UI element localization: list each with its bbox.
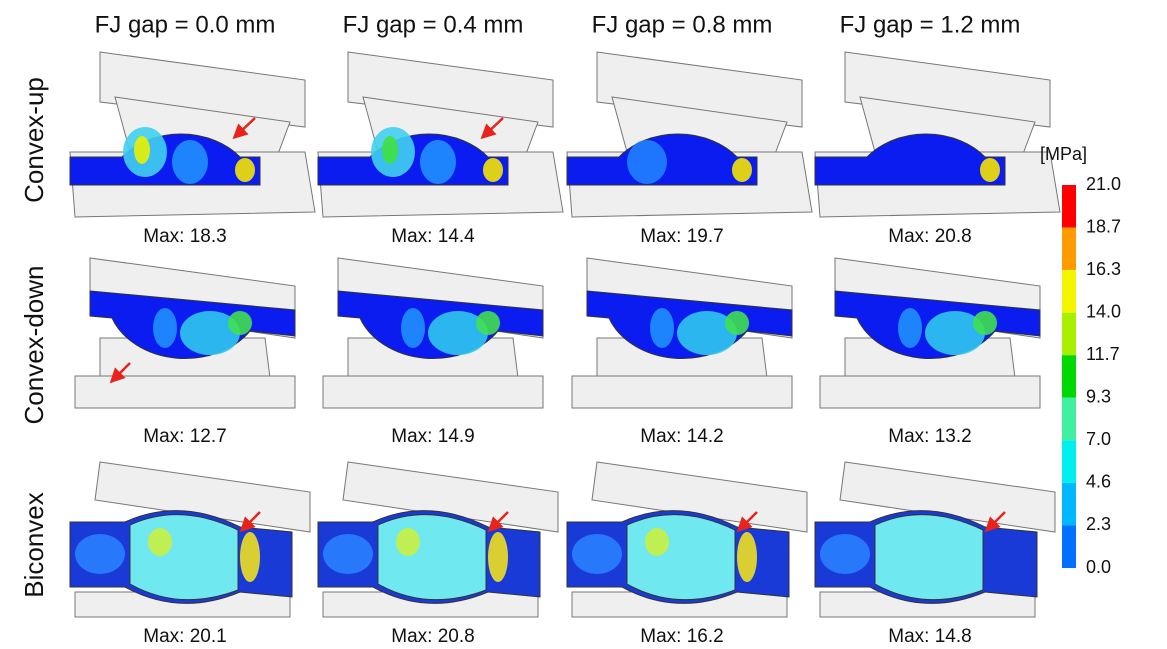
max-label: Max: 14.8	[888, 626, 971, 647]
arrow	[736, 511, 758, 533]
body-core	[377, 514, 487, 601]
max-label: Max: 20.8	[888, 226, 971, 247]
max-label: Max: 14.4	[391, 226, 475, 247]
colorbar-segment	[1062, 525, 1076, 568]
colorbar-unit: [MPa]	[1040, 144, 1087, 164]
colorbar-label: 14.0	[1086, 301, 1121, 321]
colorbar-label: 2.3	[1086, 514, 1111, 534]
stress-region	[898, 308, 922, 348]
colorbar-label: 0.0	[1086, 557, 1111, 577]
colorbar-label: 16.3	[1086, 259, 1121, 279]
max-label: Max: 16.2	[640, 626, 723, 647]
column-header: FJ gap = 1.2 mm	[840, 11, 1021, 38]
stress-region	[382, 136, 398, 164]
row-label: Biconvex	[19, 492, 49, 598]
stress-region	[572, 534, 622, 574]
colorbar-label: 4.6	[1086, 472, 1111, 492]
fe-panel	[317, 51, 564, 218]
arrow	[984, 511, 1006, 533]
stress-region	[180, 311, 240, 355]
stress-region	[420, 140, 456, 184]
colorbar-segment	[1062, 270, 1076, 313]
stress-region	[153, 308, 177, 348]
fe-panel	[814, 51, 1061, 218]
fe-panel	[69, 51, 316, 218]
fe-panel	[566, 461, 808, 618]
stress-region	[650, 308, 674, 348]
fe-panel	[74, 257, 296, 409]
base	[819, 375, 1041, 409]
colorbar-label: 7.0	[1086, 429, 1111, 449]
stress-region	[820, 534, 870, 574]
stress-region	[973, 311, 997, 335]
colorbar-segment	[1062, 227, 1076, 271]
stress-region	[240, 532, 260, 582]
stress-region	[732, 158, 752, 182]
stress-region	[323, 534, 373, 574]
stress-region	[172, 140, 208, 184]
stress-region	[148, 528, 172, 556]
base	[322, 375, 544, 409]
colorbar-segment	[1062, 397, 1076, 441]
colorbar-label: 18.7	[1086, 216, 1121, 236]
body-core	[874, 514, 984, 601]
column-header: FJ gap = 0.0 mm	[95, 11, 276, 38]
colorbar-segment	[1062, 440, 1076, 483]
stress-region	[737, 532, 757, 582]
colorbar-segment	[1062, 355, 1076, 398]
stress-region	[134, 136, 150, 164]
stress-region	[980, 158, 1000, 182]
max-label: Max: 12.7	[143, 426, 226, 447]
stress-region	[428, 311, 488, 355]
body	[814, 133, 1006, 186]
colorbar-segment	[1062, 482, 1076, 526]
column-header: FJ gap = 0.4 mm	[343, 11, 524, 38]
stress-region	[677, 311, 737, 355]
base	[571, 375, 793, 409]
fe-panel	[317, 461, 559, 618]
fe-panel	[814, 461, 1056, 618]
stress-region	[75, 534, 125, 574]
stress-region	[488, 532, 508, 582]
row-label: Convex-down	[19, 266, 49, 425]
stress-region	[401, 308, 425, 348]
base	[74, 375, 296, 409]
body-core	[129, 514, 239, 601]
stress-region	[228, 311, 252, 335]
column-header: FJ gap = 0.8 mm	[592, 11, 773, 38]
max-label: Max: 14.2	[640, 426, 723, 447]
stress-region	[396, 528, 420, 556]
row-label: Convex-up	[19, 77, 49, 203]
colorbar-segment	[1062, 185, 1076, 228]
arrow	[487, 511, 509, 533]
stress-region	[483, 158, 503, 182]
colorbar-label: 21.0	[1086, 174, 1121, 194]
arrow	[109, 362, 131, 384]
max-label: Max: 14.9	[391, 426, 474, 447]
max-label: Max: 20.8	[391, 626, 474, 647]
stress-region	[725, 311, 749, 335]
stress-region	[925, 311, 985, 355]
stress-region	[645, 528, 669, 556]
max-label: Max: 20.1	[143, 626, 226, 647]
colorbar-label: 9.3	[1086, 387, 1111, 407]
fe-panel	[571, 257, 793, 409]
fe-panel	[69, 461, 311, 618]
arrow	[480, 117, 504, 140]
stress-region	[476, 311, 500, 335]
fe-panel	[819, 257, 1041, 409]
body-core	[626, 514, 736, 601]
colorbar-label: 11.7	[1086, 344, 1120, 364]
max-label: Max: 19.7	[640, 226, 723, 247]
stress-region	[627, 140, 667, 184]
colorbar-segment	[1062, 312, 1076, 356]
fe-panel	[566, 51, 813, 218]
stress-region	[235, 158, 255, 182]
arrow	[239, 511, 261, 533]
arrow	[232, 117, 256, 140]
max-label: Max: 18.3	[143, 226, 226, 247]
fe-panel	[322, 257, 544, 409]
max-label: Max: 13.2	[888, 426, 971, 447]
